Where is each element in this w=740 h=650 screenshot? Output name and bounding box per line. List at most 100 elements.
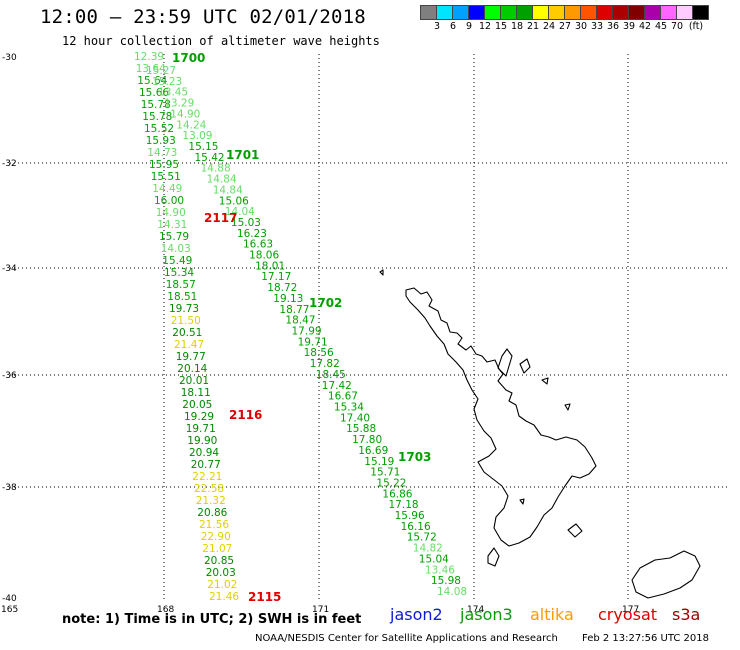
note-text: note: 1) Time is in UTC; 2) SWH is in fe…	[62, 612, 362, 627]
wave-height-value: 16.69	[358, 445, 388, 457]
longitude-tick-label: 177	[622, 605, 639, 615]
wave-height-value: 20.94	[189, 447, 219, 459]
legend-unit: (ft)	[688, 21, 704, 32]
wave-height-value: 13.29	[164, 98, 194, 110]
wave-height-value: 19.77	[176, 351, 206, 363]
wave-height-value: 19.90	[187, 435, 217, 447]
legend-swatch	[500, 5, 517, 20]
wave-height-value: 15.64	[137, 75, 167, 87]
north-island-outline	[405, 287, 597, 547]
wave-height-value: 15.66	[139, 87, 169, 99]
wave-height-value: 20.05	[182, 399, 212, 411]
legend-swatch	[580, 5, 597, 20]
wave-height-value: 15.95	[149, 159, 179, 171]
legend-swatch	[420, 5, 437, 20]
legend-tick-label: 24	[542, 21, 556, 32]
page-title: 12:00 — 23:59 UTC 02/01/2018	[40, 6, 366, 28]
legend-swatch	[692, 5, 709, 20]
islet-3	[519, 498, 525, 505]
legend-swatch	[628, 5, 645, 20]
wave-height-value: 18.57	[166, 279, 196, 291]
wave-height-value: 14.84	[213, 184, 243, 196]
wave-height-value: 14.88	[201, 163, 231, 175]
footer-timestamp: Feb 2 13:27:56 UTC 2018	[582, 633, 709, 644]
wave-height-value: 21.56	[199, 519, 229, 531]
wave-height-value: 20.86	[197, 507, 227, 519]
wave-height-value: 21.07	[202, 543, 232, 555]
legend-tick-label: 36	[606, 21, 620, 32]
wave-height-value: 20.03	[206, 567, 236, 579]
pass-labels: 1700 1701 1702 1703 2117 2116 2115	[172, 51, 431, 604]
legend-tick-label: 12	[478, 21, 492, 32]
longitude-tick-label: 174	[467, 605, 484, 615]
pass-time-label: 1703	[398, 450, 431, 464]
wave-height-value: 15.06	[219, 195, 249, 207]
legend-tick-label: 15	[494, 21, 508, 32]
legend-tick-label: 70	[670, 21, 684, 32]
coromandel-peninsula	[497, 348, 513, 377]
satellite-cryosat-label: cryosat	[598, 605, 658, 624]
legend-tick-label: 6	[449, 21, 457, 32]
wave-height-value: 22.90	[201, 531, 231, 543]
legend-tick-label: 42	[638, 21, 652, 32]
wave-height-value: 18.56	[304, 347, 334, 359]
wave-height-value: 19.73	[169, 303, 199, 315]
latitude-tick-label: -34	[2, 264, 17, 274]
islet-5	[379, 269, 384, 276]
legend-swatch	[548, 5, 565, 20]
wave-height-value: 15.51	[151, 171, 181, 183]
wave-height-value: 18.77	[279, 304, 309, 316]
legend-swatch	[484, 5, 501, 20]
wave-height-value: 15.72	[407, 532, 437, 544]
latitude-tick-label: -40	[2, 594, 17, 604]
wave-height-value: 12.39	[134, 51, 164, 63]
wave-height-value: 20.14	[177, 363, 207, 375]
wave-height-value: 20.77	[191, 459, 221, 471]
page-subtitle: 12 hour collection of altimeter wave hei…	[62, 34, 380, 48]
legend-tick-label: 30	[574, 21, 588, 32]
wave-height-value: 17.42	[322, 380, 352, 392]
wave-height-value: 18.01	[255, 260, 285, 272]
pass-time-label: 1700	[172, 51, 205, 65]
satellite-jason2-label: jason2	[390, 605, 443, 624]
wave-height-value: 17.17	[261, 271, 291, 283]
legend-tick-label: 39	[622, 21, 636, 32]
wave-height-value: 15.04	[419, 553, 449, 565]
legend-swatch	[660, 5, 677, 20]
wave-height-value: 22.58	[194, 483, 224, 495]
wave-height-value: 15.49	[162, 255, 192, 267]
wave-height-value: 14.08	[437, 586, 467, 598]
latitude-tick-label: -36	[2, 371, 17, 381]
wave-height-value: 15.23	[152, 76, 182, 88]
wave-height-value: 22.21	[192, 471, 222, 483]
wave-height-value: 14.90	[156, 207, 186, 219]
legend-swatch	[516, 5, 533, 20]
latitude-tick-label: -38	[2, 483, 17, 493]
pass-time-label: 2117	[204, 211, 237, 225]
wave-height-value: 15.22	[376, 478, 406, 490]
islet-4	[567, 523, 583, 538]
wave-height-value: 17.40	[340, 412, 370, 424]
legend-tick-label: 18	[510, 21, 524, 32]
wave-height-value: 21.47	[174, 339, 204, 351]
wave-height-value: 17.18	[389, 499, 419, 511]
longitude-tick-label: 171	[312, 605, 329, 615]
legend-swatch	[452, 5, 469, 20]
wave-height-value: 15.42	[195, 152, 225, 164]
wave-height-value: 21.02	[207, 579, 237, 591]
wave-height-value: 15.78	[142, 111, 172, 123]
wave-height-value: 16.23	[237, 228, 267, 240]
wave-height-value: 15.03	[231, 217, 261, 229]
wave-height-value: 13.46	[425, 564, 455, 576]
legend-swatch	[644, 5, 661, 20]
legend-tick-label: 33	[590, 21, 604, 32]
pass-time-label: 2116	[229, 408, 262, 422]
wave-height-value: 14.03	[161, 243, 191, 255]
legend-swatch	[612, 5, 629, 20]
wave-height-value: 14.04	[225, 206, 255, 218]
satellite-jason3-label: jason3	[460, 605, 513, 624]
track-a-values: 12.3913.6415.6415.6615.7815.7815.5215.93…	[134, 51, 239, 603]
wave-height-value: 13.45	[158, 87, 188, 99]
